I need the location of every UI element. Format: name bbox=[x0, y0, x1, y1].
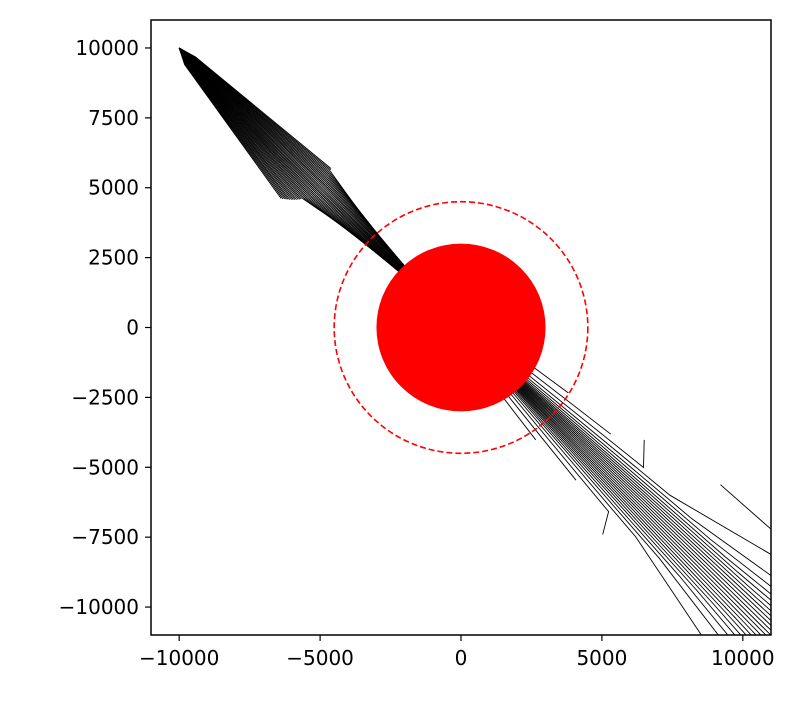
x-axis: −10000 −5000 0 5000 10000 bbox=[139, 635, 775, 670]
y-tick-label: 7500 bbox=[88, 106, 139, 130]
y-tick-label: −2500 bbox=[71, 385, 139, 409]
y-tick-label: 5000 bbox=[88, 176, 139, 200]
dashed-ring bbox=[333, 200, 589, 455]
y-tick-label: −5000 bbox=[71, 455, 139, 479]
y-tick-label: −10000 bbox=[59, 595, 139, 619]
y-tick-label: 2500 bbox=[88, 246, 139, 270]
x-tick-label: 5000 bbox=[576, 646, 627, 670]
y-tick-label: −7500 bbox=[71, 525, 139, 549]
trajectory-line bbox=[178, 47, 282, 199]
x-tick-label: −10000 bbox=[139, 646, 219, 670]
x-tick-label: −5000 bbox=[286, 646, 354, 670]
y-axis: 10000 7500 5000 2500 0 −2500 −5000 −7500 −10000 bbox=[59, 36, 151, 619]
central-body bbox=[376, 243, 546, 412]
x-tick-label: 0 bbox=[455, 646, 468, 670]
y-tick-label: 10000 bbox=[75, 36, 139, 60]
y-tick-label: 0 bbox=[126, 316, 139, 340]
central-objects bbox=[333, 200, 589, 455]
x-tick-label: 10000 bbox=[711, 646, 775, 670]
